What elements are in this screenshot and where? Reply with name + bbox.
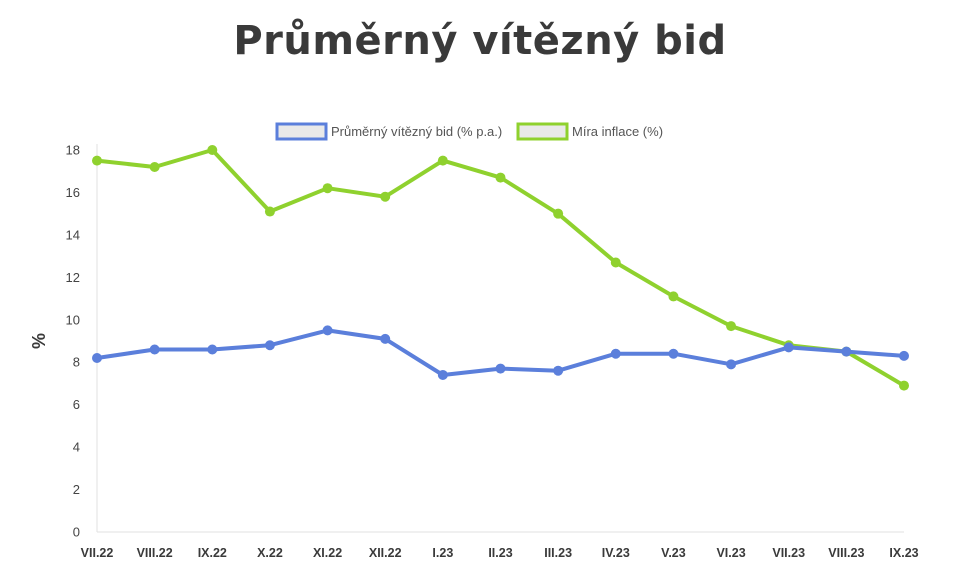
data-point[interactable] — [553, 365, 564, 376]
legend-swatch — [516, 122, 569, 141]
legend-label: Míra inflace (%) — [572, 124, 663, 139]
y-axis: 0 2 4 6 8 10 12 14 16 18% — [29, 143, 98, 540]
data-point[interactable] — [610, 348, 621, 359]
x-tick-label: IX.23 — [889, 546, 918, 560]
x-tick-label: X.22 — [257, 546, 283, 560]
data-point[interactable] — [899, 380, 909, 391]
x-axis: VII.22 VIII.22 IX.22 X.22 XI.22 XII.22 I.23 II.… — [81, 531, 919, 560]
data-point[interactable] — [783, 342, 794, 353]
y-tick-label: 2 — [73, 482, 80, 497]
x-tick-label: III.23 — [544, 546, 572, 560]
data-point[interactable] — [207, 344, 218, 355]
legend-label: Průměrný vítězný bid (% p.a.) — [331, 124, 502, 139]
data-point[interactable] — [899, 350, 909, 361]
data-point[interactable] — [149, 161, 160, 172]
y-tick-label: 16 — [66, 185, 80, 200]
data-point[interactable] — [726, 321, 737, 332]
data-point[interactable] — [437, 369, 448, 380]
plot-area — [92, 145, 909, 391]
data-point[interactable] — [668, 291, 679, 302]
data-point[interactable] — [668, 348, 679, 359]
data-point[interactable] — [380, 333, 391, 344]
y-tick-label: 18 — [66, 143, 80, 158]
x-tick-label: VI.23 — [716, 546, 745, 560]
data-point[interactable] — [437, 155, 448, 166]
data-point[interactable] — [322, 325, 333, 336]
x-tick-label: IV.23 — [602, 546, 630, 560]
x-tick-label: I.23 — [432, 546, 453, 560]
y-tick-label: 6 — [73, 397, 80, 412]
data-point[interactable] — [495, 172, 506, 183]
x-tick-label: IX.22 — [198, 546, 227, 560]
data-point[interactable] — [92, 155, 102, 166]
data-point[interactable] — [495, 363, 506, 374]
data-point[interactable] — [264, 206, 275, 217]
data-point[interactable] — [92, 352, 102, 363]
y-tick-label: 8 — [73, 355, 80, 370]
x-tick-label: XI.22 — [313, 546, 342, 560]
y-tick-label: 0 — [73, 525, 80, 540]
y-tick-label: 10 — [66, 312, 80, 327]
chart-title: Průměrný vítězný bid — [233, 18, 727, 64]
series-1 — [92, 145, 909, 391]
legend-item[interactable]: Míra inflace (%) — [516, 122, 663, 141]
legend-swatch — [275, 122, 328, 141]
legend-item[interactable]: Průměrný vítězný bid (% p.a.) — [275, 122, 502, 141]
legend: Průměrný vítězný bid (% p.a.) Míra inflac… — [275, 122, 663, 141]
y-tick-label: 12 — [66, 270, 80, 285]
data-point[interactable] — [149, 344, 160, 355]
x-tick-label: VIII.22 — [137, 546, 173, 560]
x-tick-label: VII.22 — [81, 546, 114, 560]
data-point[interactable] — [610, 257, 621, 268]
x-tick-label: II.23 — [488, 546, 512, 560]
x-tick-label: XII.22 — [369, 546, 402, 560]
series-0 — [92, 325, 909, 380]
y-axis-title: % — [29, 333, 49, 349]
x-tick-label: V.23 — [661, 546, 686, 560]
data-point[interactable] — [726, 359, 737, 370]
data-point[interactable] — [841, 346, 852, 357]
x-tick-label: VII.23 — [772, 546, 805, 560]
data-point[interactable] — [380, 191, 391, 202]
data-point[interactable] — [207, 145, 218, 155]
data-point[interactable] — [553, 208, 564, 219]
data-point[interactable] — [322, 183, 333, 194]
x-tick-label: VIII.23 — [828, 546, 864, 560]
data-point[interactable] — [264, 340, 275, 351]
y-tick-label: 14 — [66, 227, 80, 242]
y-tick-label: 4 — [73, 440, 80, 455]
